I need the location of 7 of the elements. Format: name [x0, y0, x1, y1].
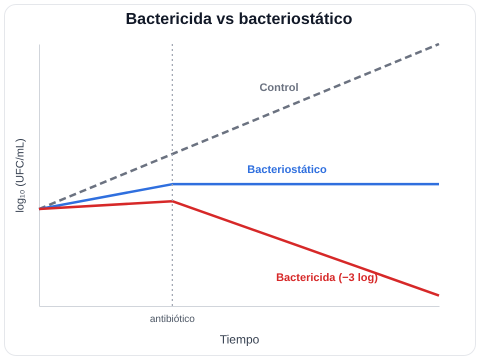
y-axis-title: log₁₀ (UFC/mL) [14, 138, 26, 213]
series-label: Bactericida (−3 log) [276, 272, 378, 284]
text: antibiótico [150, 314, 196, 325]
series-label: Control [259, 82, 299, 94]
series-label: Bacteriostático [247, 164, 328, 176]
chart-title: Bactericida vs bacteriostático [126, 10, 353, 28]
x-axis-title: Tiempo [220, 332, 260, 346]
